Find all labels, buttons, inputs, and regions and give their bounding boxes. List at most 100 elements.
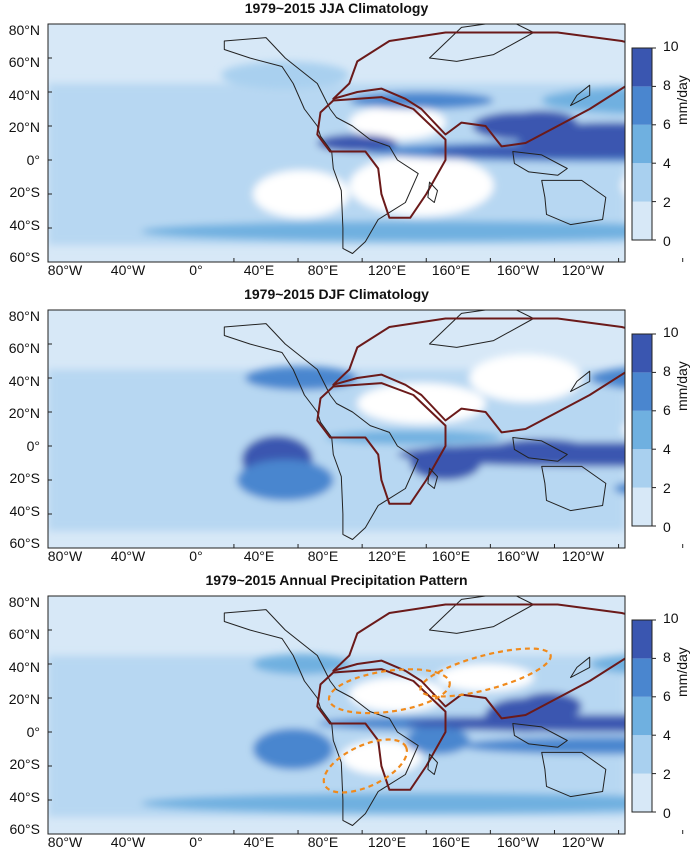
colorbar-tick: 8 [663, 363, 671, 379]
precip-field [48, 310, 625, 548]
lat-label: 20°N [8, 405, 40, 421]
colorbar-segment [632, 86, 652, 125]
coastline [427, 467, 438, 489]
colorbar-segment [632, 696, 652, 736]
colorbar-segment [632, 372, 652, 411]
highlight-region [322, 738, 409, 794]
precip-region [589, 367, 625, 389]
colorbar-tick: 4 [663, 441, 671, 457]
lat-label: 20°N [8, 119, 40, 135]
lon-label: 0° [189, 548, 203, 564]
colorbar-tick: 2 [663, 766, 671, 782]
dry-region [253, 170, 350, 218]
colorbar-segment [632, 620, 652, 659]
lon-label: 80°E [307, 262, 339, 278]
lat-label: 60°S [9, 249, 40, 265]
precip-region [581, 134, 625, 152]
lat-label: 60°S [9, 535, 40, 551]
colorbar-tick: 8 [663, 649, 671, 665]
dry-region [341, 740, 422, 775]
colorbar-segment [632, 410, 652, 450]
colorbar-frame [631, 619, 653, 813]
lon-label: 120°E [367, 548, 407, 564]
colorbar-segment [632, 735, 652, 774]
colorbar-unit: mm/day [674, 361, 690, 411]
precip-region [493, 439, 590, 460]
coastline [570, 84, 591, 107]
colorbar-segment [632, 773, 652, 812]
colorbar-segment [632, 163, 652, 202]
colorbar-tick: 8 [663, 77, 671, 93]
colorbar-frame [631, 47, 653, 241]
precip-region [541, 87, 625, 114]
colorbar-tick: 6 [663, 116, 671, 132]
precip-region [141, 793, 625, 814]
lon-label: 120°W [561, 834, 605, 850]
colorbar-segment [632, 124, 652, 164]
lon-label: 40°E [243, 548, 275, 564]
precip-region [253, 653, 350, 675]
lon-label: 160°E [431, 834, 471, 850]
lat-label: 80°N [8, 594, 40, 610]
lat-label: 60°N [8, 54, 40, 70]
continent-outline [332, 31, 625, 148]
coastline [223, 37, 419, 254]
coastline [512, 437, 568, 462]
lat-label: 40°S [9, 503, 40, 519]
lat-label: 40°N [8, 87, 40, 103]
panel-title: 1979~2015 DJF Climatology [244, 286, 429, 302]
lat-label: 20°N [8, 691, 40, 707]
precip-map [47, 23, 684, 263]
lat-label: 60°S [9, 821, 40, 837]
lon-label: 0° [189, 262, 203, 278]
colorbar-tick: 6 [663, 402, 671, 418]
lon-label: 120°W [561, 262, 605, 278]
precip-region [221, 61, 350, 89]
coastline [427, 181, 438, 203]
lat-label: 20°S [9, 184, 40, 200]
coastline [223, 323, 419, 540]
lon-label: 120°E [367, 834, 407, 850]
precip-region [325, 430, 502, 445]
coastline [541, 751, 607, 798]
highlight-region [419, 647, 552, 698]
panel-title: 1979~2015 JJA Climatology [244, 0, 429, 16]
lon-label: 80°W [47, 834, 83, 850]
precip-region [253, 728, 334, 770]
precip-field [48, 24, 625, 262]
lat-label: 20°S [9, 470, 40, 486]
lon-label: 80°W [47, 548, 83, 564]
map-frame [47, 309, 626, 549]
continent-outline [316, 96, 447, 219]
precip-region [405, 726, 470, 755]
precip-region [589, 654, 625, 674]
highlight-region [327, 668, 451, 715]
continent-outline [332, 317, 625, 434]
precip-region [317, 134, 398, 152]
panel-jja: 1979~2015 JJA Climatology 80°N 60°N 40°N… [0, 0, 700, 282]
colorbar-frame [631, 333, 653, 527]
lon-label: 0° [189, 834, 203, 850]
panel-djf: 1979~2015 DJF Climatology 80°N 60°N 40°N… [0, 286, 700, 568]
colorbar-segment [632, 48, 652, 87]
coastline [512, 723, 568, 748]
lon-label: 160°E [431, 262, 471, 278]
coastline [512, 151, 568, 176]
precip-region [517, 692, 582, 721]
map-frame [47, 23, 626, 263]
colorbar-tick: 2 [663, 480, 671, 496]
lon-label: 80°W [47, 262, 83, 278]
coastlines [223, 310, 625, 540]
map-frame [47, 595, 626, 835]
precip-map [47, 595, 684, 835]
colorbar-tick: 0 [663, 233, 671, 249]
colorbar-tick: 10 [663, 38, 679, 54]
lon-label: 40°E [243, 262, 275, 278]
dry-region [621, 177, 625, 194]
lon-label: 80°E [307, 834, 339, 850]
coastline [570, 370, 591, 393]
dry-region [469, 354, 582, 402]
colorbar-segment [632, 201, 652, 240]
coastline [541, 179, 607, 226]
dry-region [437, 664, 534, 692]
